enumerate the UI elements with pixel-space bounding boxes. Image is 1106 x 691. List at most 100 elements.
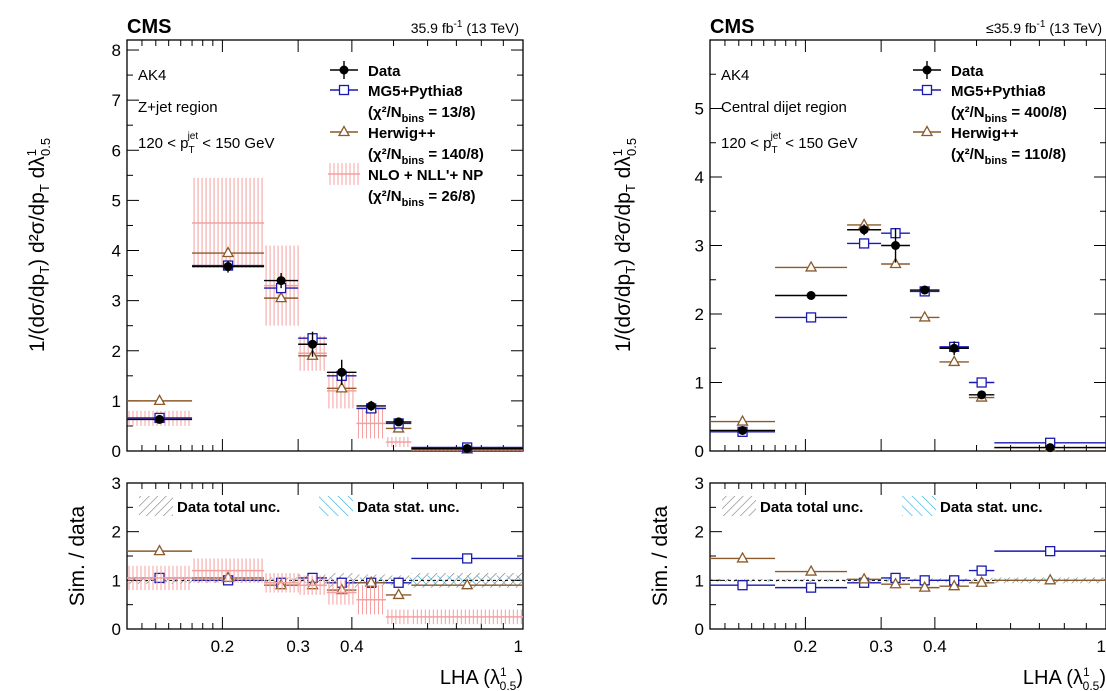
ratio-theory-bin xyxy=(127,565,193,591)
legend-entry: Data xyxy=(330,61,401,80)
ratio-herwig-bin xyxy=(881,577,910,589)
y-tick-label: 3 xyxy=(695,237,704,256)
ratio-y-tick-label: 2 xyxy=(112,523,121,542)
lumi-label: 35.9 fb-1 (13 TeV) xyxy=(411,19,519,36)
herwig-point xyxy=(948,355,961,367)
data-bin xyxy=(356,400,386,411)
herwig-point xyxy=(275,291,288,303)
mg5-bin xyxy=(775,312,848,323)
mg5-point xyxy=(462,553,473,564)
theory-bin xyxy=(385,436,412,447)
jet-algorithm-label: AK4 xyxy=(721,67,749,84)
ratio-mg5-bin xyxy=(775,582,848,593)
herwig-bin xyxy=(775,260,848,272)
data-bin xyxy=(264,273,299,289)
y-tick-label: 5 xyxy=(695,100,704,119)
legend-stat-unc-swatch xyxy=(319,496,353,516)
ratio-herwig-bin xyxy=(847,572,882,584)
ratio-herwig-bin xyxy=(994,573,1106,585)
main-frame xyxy=(126,39,524,452)
mg5-point xyxy=(805,312,817,323)
ratio-mg5-bin xyxy=(994,545,1106,557)
legend-entry: Herwig++ (χ²/Nbins = 140/8) xyxy=(330,125,484,167)
data-point xyxy=(223,262,233,272)
ratio-herwig-bin xyxy=(411,578,523,590)
data-point xyxy=(977,390,987,400)
y-tick-label: 0 xyxy=(695,442,704,461)
herwig-point xyxy=(889,577,902,589)
ratio-y-tick-label: 2 xyxy=(695,523,704,542)
herwig-point xyxy=(804,260,818,272)
data-bin xyxy=(192,260,265,273)
legend-label: Data xyxy=(951,63,984,80)
x-axis-label: LHA (λ1 0.5) xyxy=(1023,665,1106,691)
ratio-mg5-bin xyxy=(710,580,776,591)
herwig-point xyxy=(365,575,378,587)
region-label: Z+jet region xyxy=(138,99,218,116)
mg5-point xyxy=(976,565,987,576)
data-bin xyxy=(939,341,969,356)
ratio-mg5-bin xyxy=(968,565,995,576)
legend-label: Data xyxy=(368,63,401,80)
data-bin xyxy=(385,417,412,427)
x-tick-label: 0.4 xyxy=(340,637,364,656)
data-point xyxy=(276,276,286,286)
data-bin xyxy=(847,224,882,236)
legend-label: MG5+Pythia8 xyxy=(951,83,1046,100)
ratio-mg5-bin xyxy=(385,577,412,588)
mg5-point xyxy=(737,580,748,591)
herwig-bin xyxy=(264,291,299,303)
legend-entry: Herwig++ (χ²/Nbins = 110/8) xyxy=(913,125,1066,167)
mg5-point xyxy=(858,238,870,249)
x-tick-label: 0.2 xyxy=(794,637,818,656)
data-point xyxy=(337,367,347,377)
mg5-point xyxy=(1045,545,1056,557)
ratio-stat-unc-band xyxy=(775,579,848,582)
legend-total-unc-label: Data total unc. xyxy=(760,499,863,516)
ratio-herwig-bin xyxy=(939,579,969,591)
x-tick-label: 1 xyxy=(514,637,523,656)
herwig-bin xyxy=(192,246,265,258)
data-point xyxy=(891,241,901,250)
herwig-point xyxy=(335,583,348,595)
herwig-bin xyxy=(881,257,910,269)
x-tick-label: 0.3 xyxy=(286,637,310,656)
pt-range-label: 120 < pTjet < 150 GeV xyxy=(138,131,274,156)
herwig-point xyxy=(221,246,235,258)
data-bin xyxy=(775,291,848,301)
x-tick-label: 0.2 xyxy=(211,637,235,656)
x-tick-label: 0.4 xyxy=(923,637,947,656)
legend-total-unc-swatch xyxy=(722,496,756,516)
ratio-herwig-bin xyxy=(775,564,848,576)
herwig-point xyxy=(948,579,961,591)
ratio-y-tick-label: 3 xyxy=(695,474,704,493)
herwig-point xyxy=(1044,573,1057,585)
ratio-theory-bin xyxy=(411,609,523,625)
data-point xyxy=(1045,443,1055,453)
data-point xyxy=(462,443,472,453)
jet-algorithm-label: AK4 xyxy=(138,67,166,84)
mg5-point xyxy=(805,582,817,593)
legend-stat-unc-label: Data stat. unc. xyxy=(940,499,1043,516)
herwig-point xyxy=(975,575,988,587)
herwig-bin xyxy=(939,355,969,367)
herwig-bin xyxy=(326,381,357,393)
legend-entry: Data xyxy=(913,61,984,80)
data-point xyxy=(859,225,869,235)
mg5-point xyxy=(393,577,404,588)
data-point xyxy=(920,285,930,295)
herwig-point xyxy=(736,414,749,426)
data-bin xyxy=(909,285,940,295)
y-axis-label: 1/(dσ/dpT) d²σ/dpT dλ10.5 xyxy=(610,138,639,352)
data-bin xyxy=(127,414,193,424)
herwig-point xyxy=(918,580,931,592)
y-tick-label: 1 xyxy=(695,374,704,393)
y-tick-label: 8 xyxy=(112,41,121,60)
legend-label: Herwig++ xyxy=(951,125,1019,142)
y-tick-label: 0 xyxy=(112,442,121,461)
data-point xyxy=(922,65,932,75)
herwig-point xyxy=(461,578,474,590)
y-tick-label: 4 xyxy=(112,242,121,261)
legend-entry: MG5+Pythia8 (χ²/Nbins = 400/8) xyxy=(913,83,1067,125)
